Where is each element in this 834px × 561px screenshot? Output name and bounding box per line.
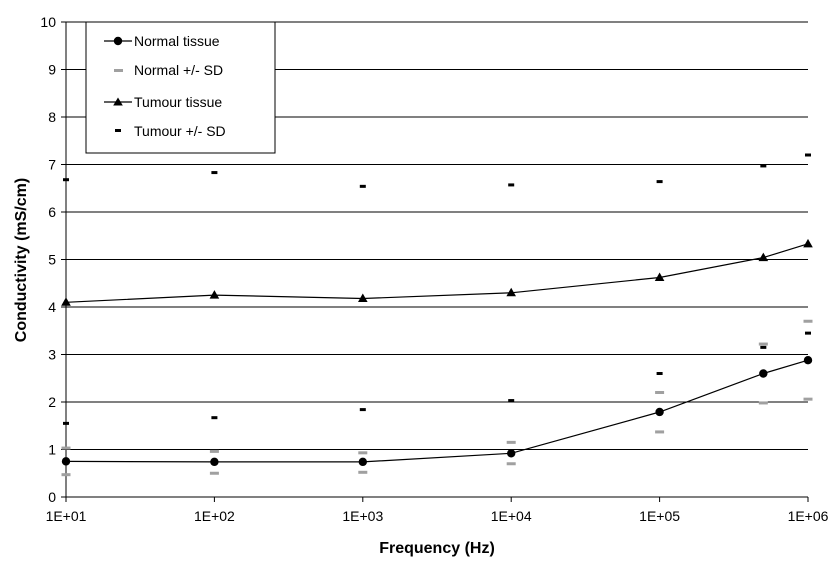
y-axis-title: Conductivity (mS/cm) bbox=[13, 178, 30, 342]
y-tick-label: 6 bbox=[48, 204, 56, 220]
sd-dash-marker bbox=[358, 451, 368, 455]
sd-dash-marker bbox=[63, 421, 69, 425]
circle-data-point bbox=[61, 457, 71, 466]
circle-data-point bbox=[759, 369, 768, 378]
triangle-data-point bbox=[758, 252, 769, 262]
y-tick-label: 2 bbox=[48, 394, 56, 410]
sd-dash-marker bbox=[506, 440, 516, 444]
sd-dash-marker bbox=[209, 449, 219, 453]
triangle-data-point bbox=[654, 272, 665, 282]
sd-dash-marker bbox=[805, 153, 811, 157]
legend: Normal tissue Normal +/- SD Tumour tissu… bbox=[85, 21, 276, 154]
sd-dash-marker bbox=[61, 473, 71, 477]
series-normal-tissue bbox=[61, 356, 813, 467]
y-tick-label: 10 bbox=[40, 14, 56, 30]
sd-dash-marker bbox=[655, 430, 665, 434]
sd-dash-marker bbox=[656, 180, 663, 184]
y-tick-label: 3 bbox=[48, 347, 56, 363]
series-tumour-sd bbox=[63, 153, 811, 425]
x-tick-label: 1E+04 bbox=[491, 508, 532, 524]
circle-data-point bbox=[507, 449, 516, 458]
series-line bbox=[65, 359, 809, 463]
y-tick-label: 7 bbox=[48, 157, 56, 173]
sd-dash-marker bbox=[805, 331, 811, 335]
legend-black-dash-icon bbox=[115, 129, 121, 132]
data-series bbox=[61, 153, 813, 477]
y-tick-label: 1 bbox=[48, 442, 56, 458]
y-tick-label: 0 bbox=[48, 489, 56, 505]
triangle-data-point bbox=[358, 293, 368, 302]
triangle-data-point bbox=[61, 297, 71, 306]
sd-dash-marker bbox=[211, 171, 218, 175]
x-axis-title: Frequency (Hz) bbox=[379, 540, 495, 557]
legend-circle-marker-icon bbox=[113, 36, 123, 46]
x-tick-label: 1E+06 bbox=[788, 508, 829, 524]
sd-dash-marker bbox=[63, 178, 69, 182]
series-line bbox=[65, 243, 809, 303]
legend-label: Normal +/- SD bbox=[134, 62, 223, 78]
y-tick-label: 4 bbox=[48, 299, 56, 315]
sd-dash-marker bbox=[760, 345, 767, 349]
series-normal-sd bbox=[61, 319, 813, 477]
sd-dash-marker bbox=[508, 183, 515, 187]
legend-label: Tumour +/- SD bbox=[134, 123, 226, 139]
sd-dash-marker bbox=[61, 446, 71, 450]
gridlines bbox=[66, 21, 808, 450]
triangle-data-point bbox=[209, 290, 220, 299]
legend-item-normal-sd: Normal +/- SD bbox=[114, 62, 223, 78]
circle-data-point bbox=[210, 457, 219, 467]
y-tick-label: 5 bbox=[48, 252, 56, 268]
legend-item-tumour-sd: Tumour +/- SD bbox=[115, 123, 226, 139]
y-tick-label: 9 bbox=[48, 62, 56, 78]
x-tick-label: 1E+02 bbox=[194, 508, 235, 524]
sd-dash-marker bbox=[656, 372, 663, 375]
x-tick-label: 1E+05 bbox=[639, 508, 680, 524]
triangle-data-point bbox=[803, 238, 813, 248]
sd-dash-marker bbox=[655, 391, 665, 394]
legend-triangle-marker-icon bbox=[113, 97, 123, 106]
series-tumour-tissue bbox=[61, 238, 813, 306]
legend-gray-dash-icon bbox=[114, 69, 123, 72]
x-tick-labels: 1E+01 1E+02 1E+03 1E+04 1E+05 1E+06 bbox=[46, 508, 829, 524]
sd-dash-marker bbox=[758, 401, 768, 405]
triangle-data-point bbox=[506, 287, 516, 297]
sd-dash-marker bbox=[803, 319, 813, 323]
legend-label: Tumour tissue bbox=[134, 94, 222, 110]
sd-dash-marker bbox=[508, 399, 515, 403]
sd-dash-marker bbox=[211, 416, 218, 420]
sd-dash-marker bbox=[803, 397, 813, 401]
circle-data-point bbox=[655, 407, 664, 417]
sd-dash-marker bbox=[758, 342, 768, 346]
y-tick-labels: 0 1 2 3 4 5 6 7 8 9 10 bbox=[40, 14, 56, 505]
x-tick-label: 1E+03 bbox=[342, 508, 383, 524]
sd-dash-marker bbox=[760, 164, 767, 168]
legend-label: Normal tissue bbox=[134, 33, 220, 49]
y-tick-label: 8 bbox=[48, 109, 56, 125]
sd-dash-marker bbox=[359, 184, 366, 188]
sd-dash-marker bbox=[359, 408, 366, 412]
sd-dash-marker bbox=[358, 470, 368, 474]
x-tick-label: 1E+01 bbox=[46, 508, 87, 524]
sd-dash-marker bbox=[209, 471, 219, 475]
circle-data-point bbox=[358, 457, 367, 467]
legend-item-tumour-tissue: Tumour tissue bbox=[104, 94, 222, 110]
circle-data-point bbox=[803, 356, 813, 365]
legend-item-normal-tissue: Normal tissue bbox=[104, 33, 220, 49]
sd-dash-marker bbox=[506, 462, 516, 466]
